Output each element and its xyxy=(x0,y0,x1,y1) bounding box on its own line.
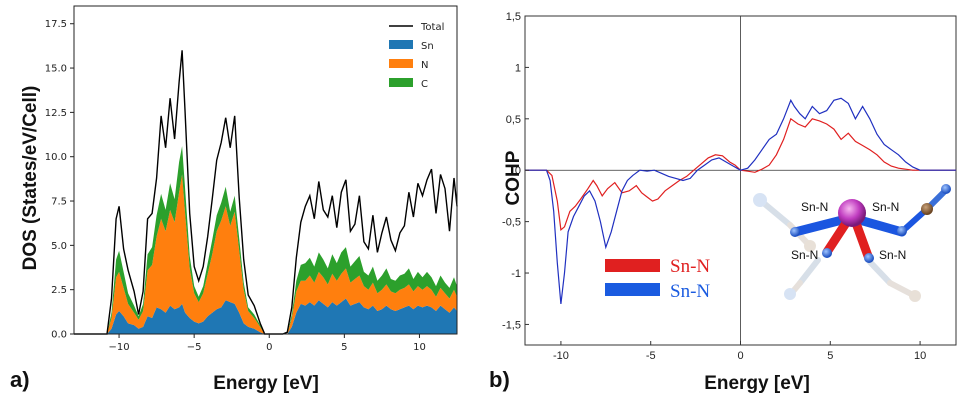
cohp-line-red xyxy=(525,117,956,231)
dos-x-tick-label: −10 xyxy=(109,342,130,353)
dos-area-c xyxy=(107,146,457,334)
panel-a-label: a) xyxy=(10,367,30,392)
dos-plot-frame xyxy=(73,5,458,335)
cohp-y-tick-label: -0,5 xyxy=(502,217,521,229)
bond-label: Sn-N xyxy=(801,200,828,214)
cohp-x-axis-title: Energy [eV] xyxy=(704,373,810,393)
dos-x-tick-label: 5 xyxy=(341,342,347,353)
dos-area-sn xyxy=(107,298,457,334)
cohp-x-tick-label: -5 xyxy=(646,350,656,362)
dos-legend-label: N xyxy=(421,60,428,71)
dos-legend-swatch xyxy=(389,59,413,68)
cohp-x-tick-label: 10 xyxy=(914,350,926,362)
bond-left xyxy=(790,214,851,237)
dos-y-tick-label: 17.5 xyxy=(45,19,67,30)
dos-x-ticks: −10 −5 0 5 10 xyxy=(109,334,426,353)
cohp-x-ticks: -10 -5 0 5 10 xyxy=(553,341,926,362)
cohp-legend-label-blue: Sn-N xyxy=(670,281,710,302)
cohp-line-blue xyxy=(525,97,956,304)
dos-y-tick-label: 10.0 xyxy=(45,152,67,163)
cohp-x-tick-label: -10 xyxy=(553,350,569,362)
dos-x-tick-label: 10 xyxy=(413,342,426,353)
cohp-x-tick-label: 5 xyxy=(827,350,833,362)
cohp-y-tick-label: 0,5 xyxy=(506,114,521,126)
cohp-y-tick-label: 0 xyxy=(515,165,521,177)
n-atom xyxy=(941,184,951,194)
bond-label: Sn-N xyxy=(791,248,818,262)
cohp-y-axis-title: COHP xyxy=(503,150,524,205)
dos-legend-label: Total xyxy=(420,22,444,33)
cohp-legend-swatch-blue xyxy=(605,283,660,296)
panel-b-label: b) xyxy=(489,367,510,392)
n-atom xyxy=(864,253,874,263)
dos-x-axis-title: Energy [eV] xyxy=(213,373,319,393)
dos-legend: Total Sn NC xyxy=(389,22,444,90)
cohp-legend: Sn-N Sn-N xyxy=(605,256,710,302)
bond-down-left xyxy=(822,218,851,257)
dos-legend-label: Sn xyxy=(421,41,434,52)
cohp-y-ticks: 1,5 1 0,5 0 -0,5 -1 -1,5 xyxy=(502,11,529,331)
cohp-y-tick-label: -1 xyxy=(511,268,521,280)
dos-y-tick-label: 5.0 xyxy=(51,241,67,252)
dos-area-n xyxy=(107,174,457,334)
cohp-legend-label-red: Sn-N xyxy=(670,256,710,277)
n-atom xyxy=(897,226,907,236)
dos-chart: −10 −5 0 5 10 0.0 2.5 5.0 7.5 10.0 12.5 15.0 17.5 E… xyxy=(10,5,458,393)
cohp-legend-swatch-red xyxy=(605,259,660,272)
bond-right xyxy=(851,214,907,237)
cohp-chart: -10 -5 0 5 10 1,5 1 0,5 0 -0,5 -1 -1,5 Energy [eV]… xyxy=(489,11,957,393)
bond-down-right xyxy=(851,218,873,261)
dos-legend-swatch xyxy=(389,78,413,87)
sn-atom xyxy=(838,199,866,227)
n-atom xyxy=(822,248,832,258)
cohp-y-tick-label: 1 xyxy=(515,62,521,74)
dos-x-tick-label: −5 xyxy=(187,342,202,353)
cohp-zero-lines xyxy=(525,16,956,345)
cohp-x-tick-label: 0 xyxy=(737,350,743,362)
cohp-y-tick-label: 1,5 xyxy=(506,11,521,23)
dos-x-tick-label: 0 xyxy=(266,342,272,353)
dos-stacked-areas xyxy=(107,146,457,334)
dos-y-tick-label: 2.5 xyxy=(51,285,67,296)
dos-y-tick-label: 0.0 xyxy=(51,330,67,341)
molecule-inset: Sn-N Sn-N Sn-N Sn-N xyxy=(753,184,951,302)
cohp-y-tick-label: -1,5 xyxy=(502,319,521,331)
bond-label: Sn-N xyxy=(872,200,899,214)
dos-legend-label: C xyxy=(421,79,428,90)
dos-y-axis-title: DOS (States/eV/Cell) xyxy=(20,86,41,271)
dos-y-tick-label: 15.0 xyxy=(45,64,67,75)
dos-y-tick-label: 7.5 xyxy=(51,197,67,208)
c-atom xyxy=(921,203,933,215)
dos-y-ticks: 0.0 2.5 5.0 7.5 10.0 12.5 15.0 17.5 xyxy=(45,19,74,341)
dos-y-tick-label: 12.5 xyxy=(45,108,67,119)
bond-label: Sn-N xyxy=(879,248,906,262)
n-atom xyxy=(790,227,800,237)
dos-legend-swatch xyxy=(389,40,413,49)
cohp-lines xyxy=(525,97,956,304)
